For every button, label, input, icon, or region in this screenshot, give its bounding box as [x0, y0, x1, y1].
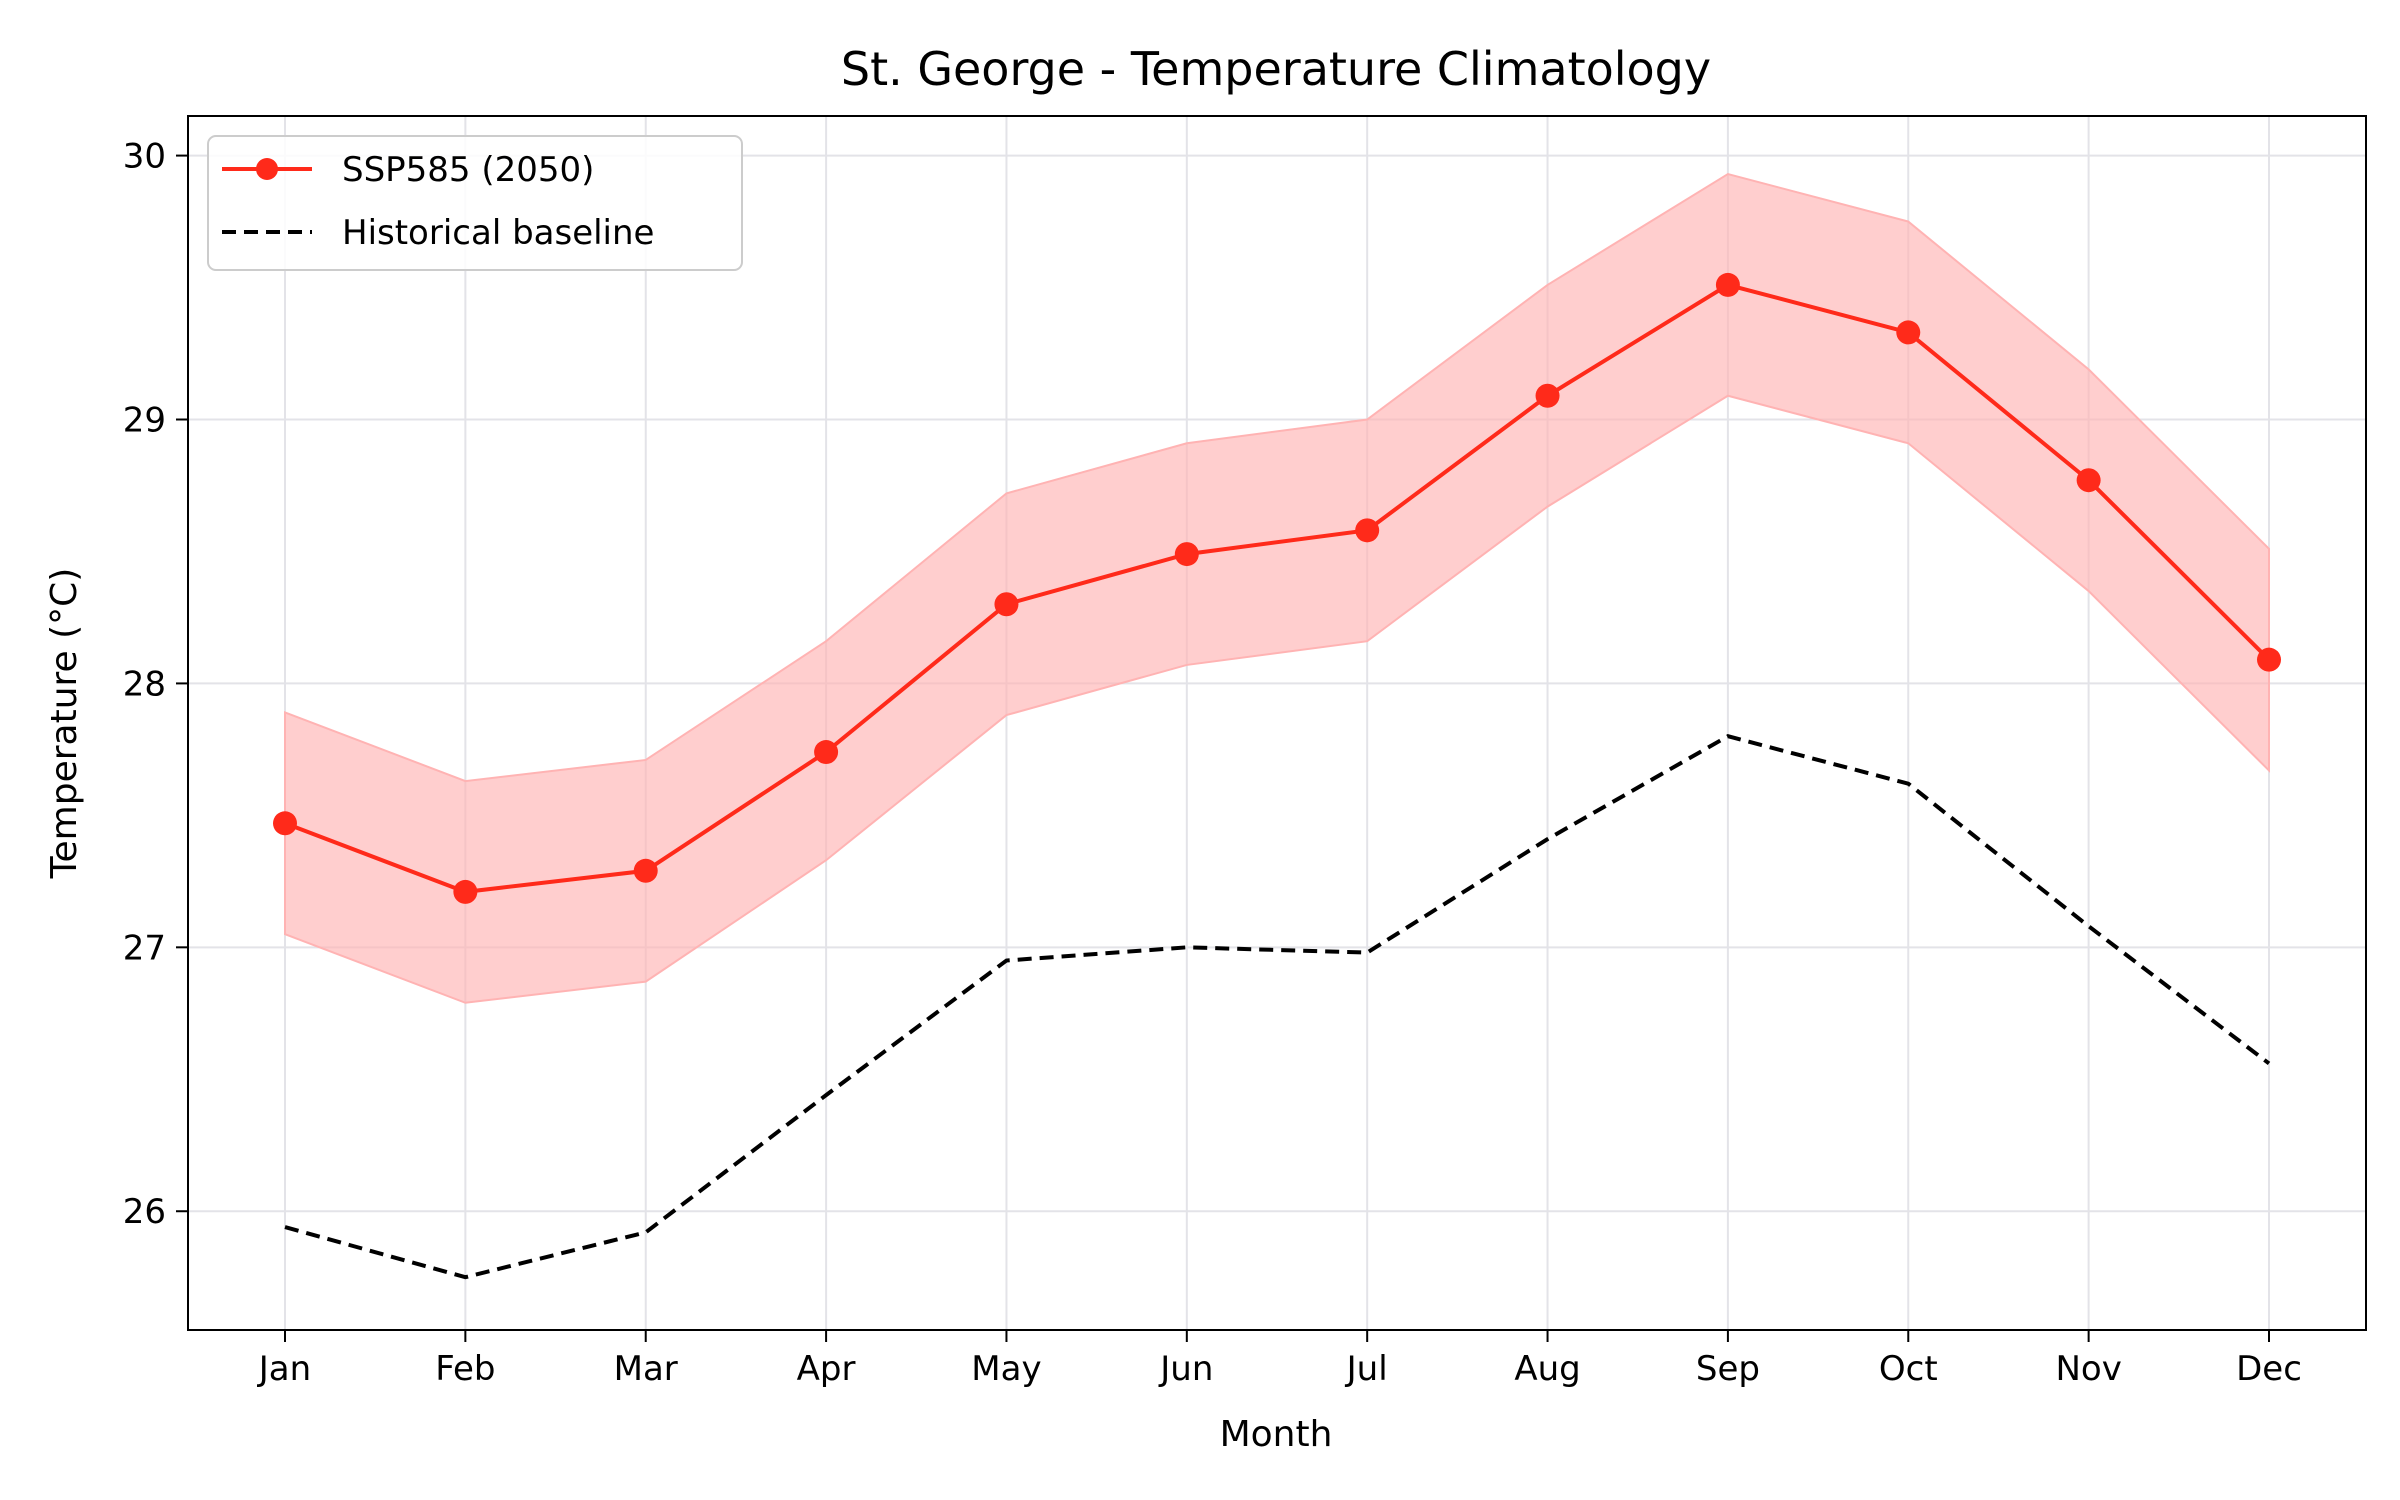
ssp585-point	[1896, 320, 1921, 345]
plot-area-frame	[187, 115, 2367, 1331]
ssp585-point	[994, 592, 1019, 617]
x-tick-label: Jun	[1158, 1349, 1213, 1389]
x-tick-label: Feb	[435, 1349, 495, 1389]
ssp585-point	[1535, 383, 1560, 408]
y-axis-label: Temperature (°C)	[44, 568, 85, 880]
ssp585-line	[284, 282, 2271, 894]
x-tick-label: Mar	[614, 1349, 678, 1389]
ssp585-point	[273, 811, 297, 836]
y-tick-label: 30	[123, 137, 166, 177]
ssp585-point	[1355, 518, 1380, 543]
x-tick-label: Jul	[1345, 1349, 1388, 1389]
x-tick-label: Aug	[1514, 1349, 1580, 1389]
ssp585-point	[2076, 468, 2101, 493]
ssp585-point	[814, 740, 839, 765]
x-axis-ticks: Jan Feb Mar Apr May Jun Jul Aug Sep Oct Nov Dec	[257, 1330, 2302, 1389]
historical-baseline-line	[284, 734, 2271, 1280]
x-tick-label: Nov	[2055, 1349, 2121, 1389]
legend: SSP585 (2050) Historical baseline	[207, 135, 743, 271]
x-tick-label: Jan	[257, 1349, 311, 1389]
x-tick-label: May	[971, 1349, 1041, 1389]
y-axis-ticks: 26 27 28 29 30	[123, 137, 188, 1232]
y-tick-label: 27	[123, 928, 166, 968]
x-tick-label: Dec	[2236, 1349, 2302, 1389]
uncertainty-band	[284, 172, 2270, 1004]
y-tick-label: 28	[123, 664, 166, 704]
x-axis-label: Month	[1220, 1414, 1333, 1455]
legend-marker-ssp585	[256, 158, 278, 180]
legend-box	[207, 135, 743, 271]
chart-title: St. George - Temperature Climatology	[841, 42, 1711, 96]
x-tick-label: Sep	[1696, 1349, 1760, 1389]
x-tick-label: Apr	[797, 1349, 856, 1389]
ssp585-point	[1174, 542, 1199, 567]
ssp585-point	[633, 858, 658, 883]
ssp585-point	[1715, 272, 1740, 297]
ssp585-range-band	[284, 172, 2270, 1004]
x-tick-label: Oct	[1879, 1349, 1938, 1389]
ssp585-point	[2257, 647, 2281, 672]
legend-label-ssp585: SSP585 (2050)	[342, 150, 594, 190]
y-tick-label: 29	[123, 401, 166, 441]
ssp585-point	[453, 879, 478, 904]
legend-label-historical: Historical baseline	[342, 213, 654, 253]
series-lines	[273, 272, 2281, 1280]
y-tick-label: 26	[123, 1192, 166, 1232]
